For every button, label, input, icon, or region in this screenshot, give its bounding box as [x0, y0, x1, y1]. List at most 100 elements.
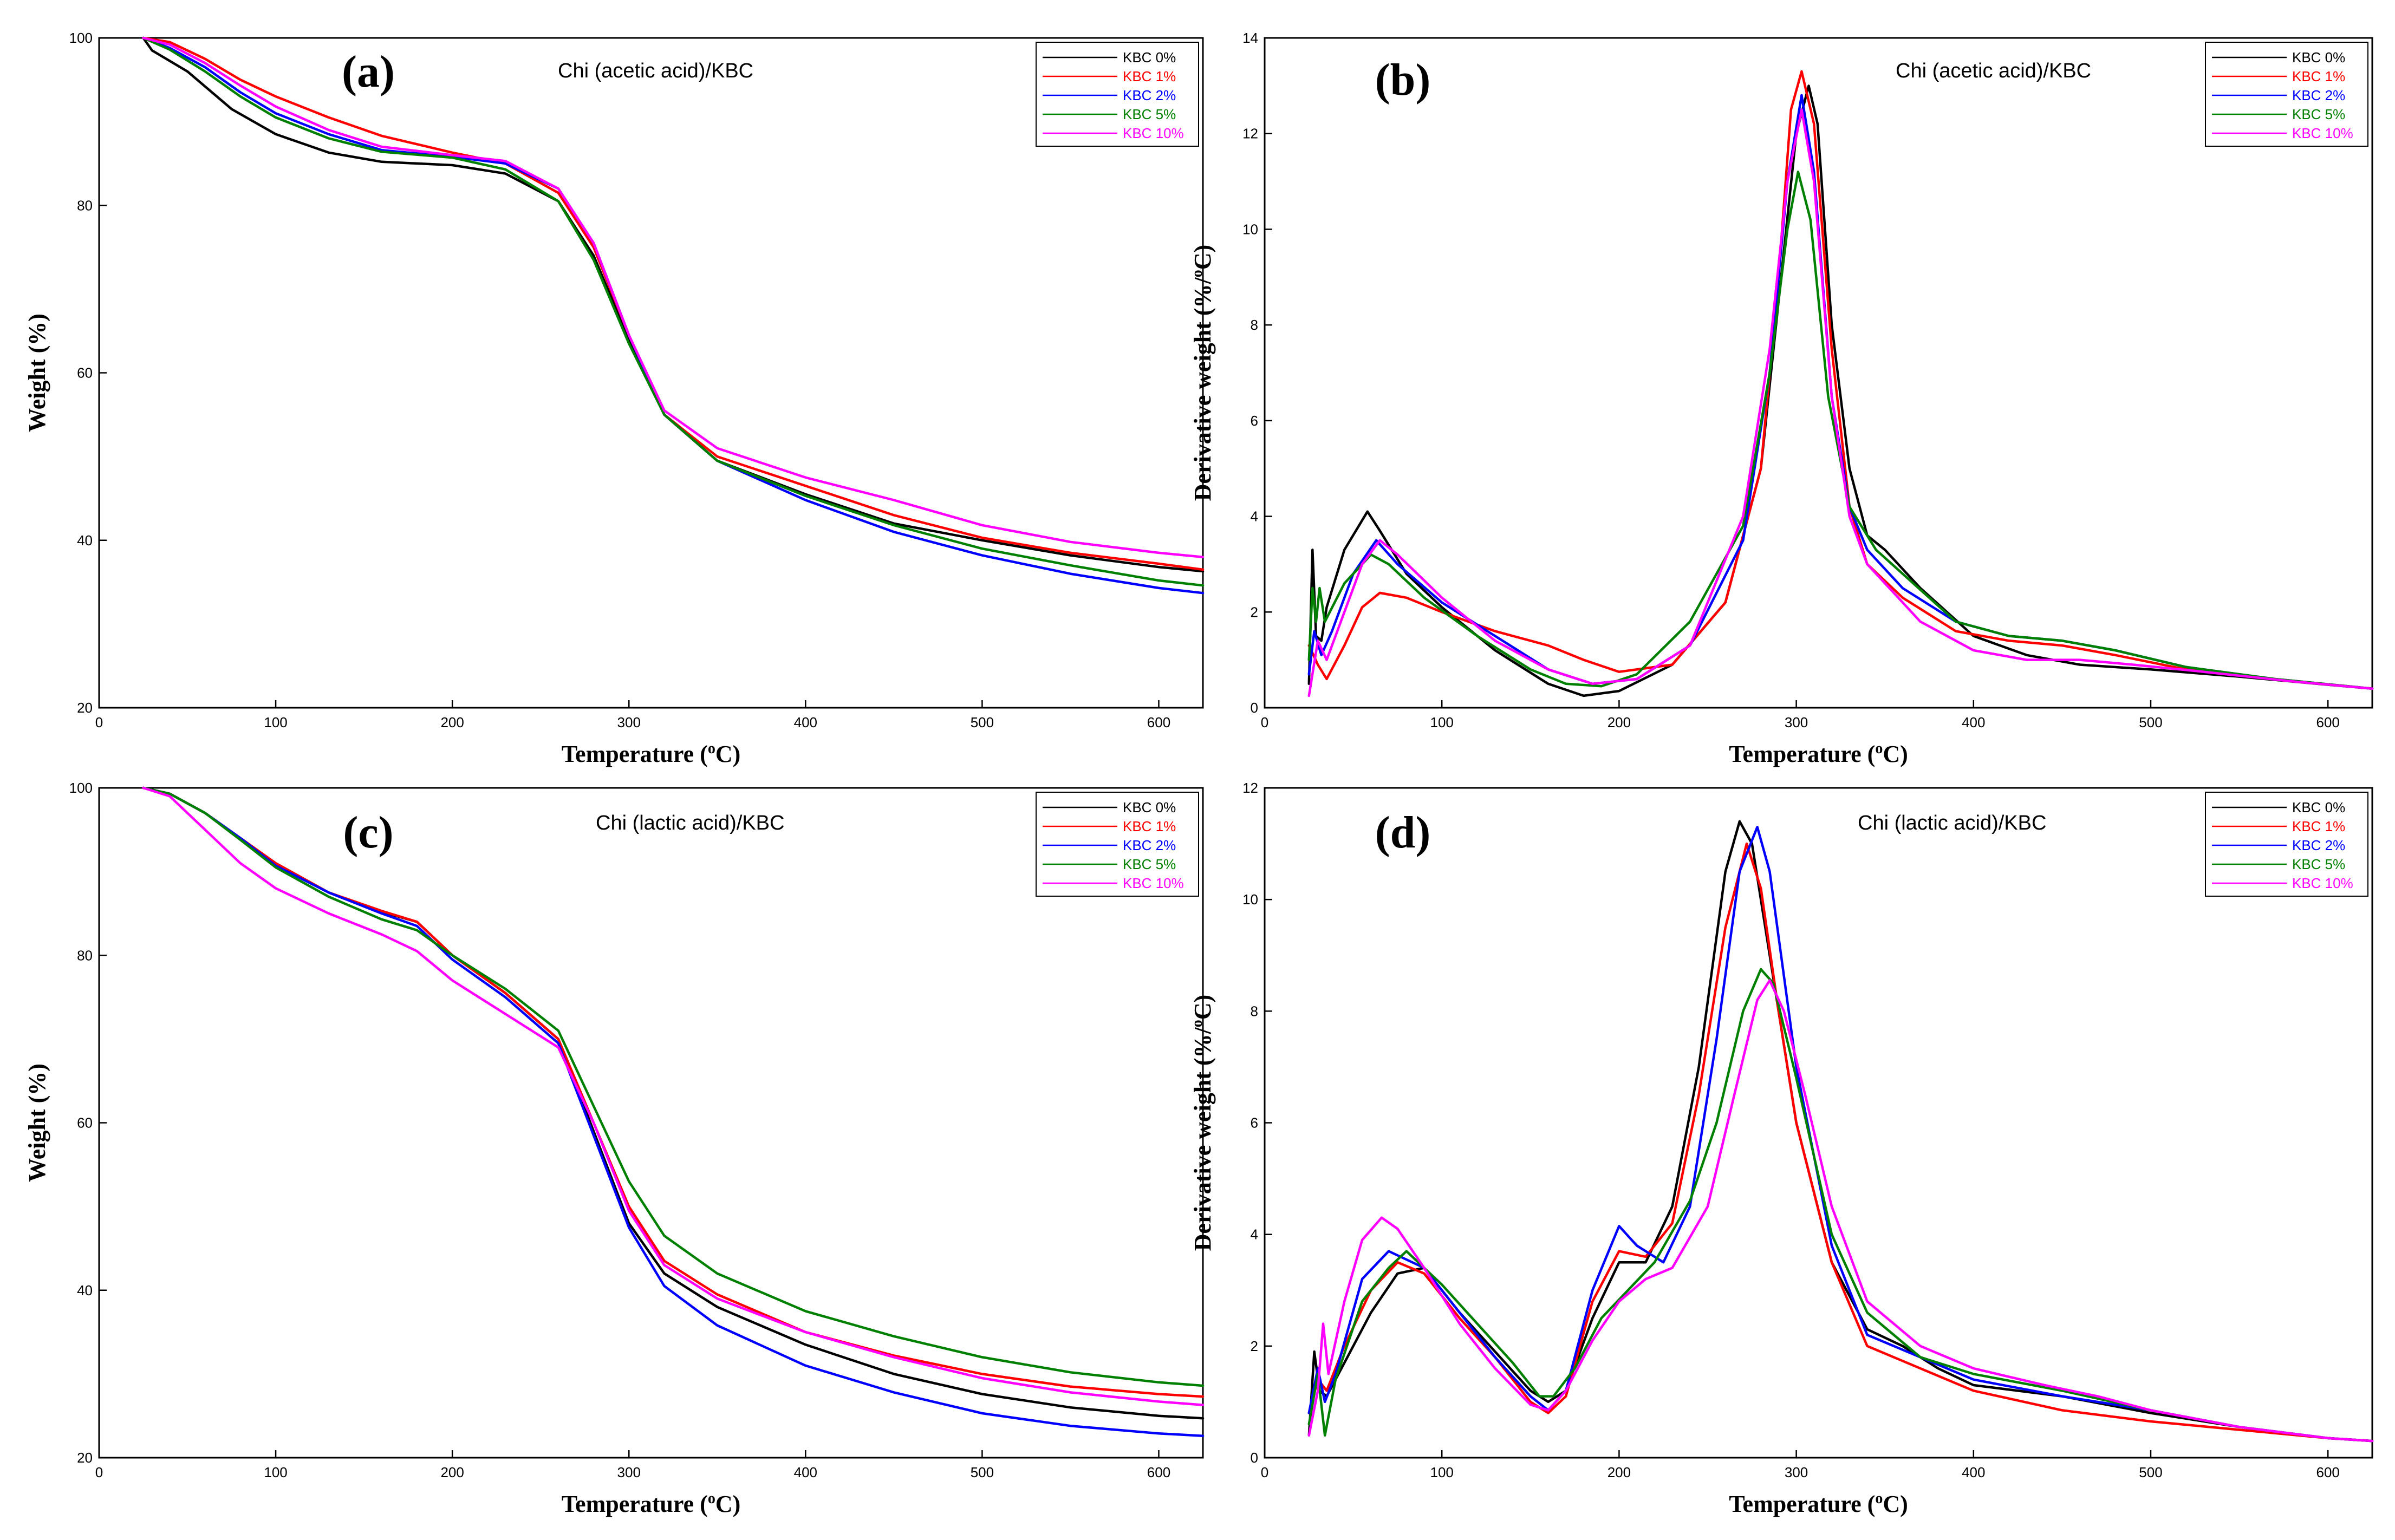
legend-label: KBC 1%: [2292, 68, 2345, 84]
series-line-kbc-0: [1307, 84, 2374, 697]
x-tick-label: 200: [440, 1464, 464, 1480]
series-line-kbc-5: [142, 786, 1205, 1387]
series-line-kbc-5: [142, 36, 1205, 587]
x-axis-title: Temperature (oC): [562, 1490, 741, 1517]
x-tick-label: 400: [794, 1464, 817, 1480]
y-axis-title-main: Weight (%): [24, 1063, 50, 1182]
x-tick-label: 0: [1261, 1464, 1268, 1480]
x-axis-title-degree: o: [708, 740, 715, 757]
x-tick-label: 400: [794, 714, 817, 730]
legend-label: KBC 5%: [1123, 856, 1176, 872]
x-tick-label: 600: [1147, 1464, 1170, 1480]
y-tick-label: 4: [1251, 1226, 1258, 1243]
legend-label: KBC 1%: [1123, 818, 1176, 834]
y-tick-label: 0: [1251, 700, 1258, 716]
y-axis-title: Derivative weight (%/oC): [1189, 995, 1216, 1251]
legend-label: KBC 0%: [1123, 799, 1176, 815]
series-line-kbc-2: [142, 786, 1205, 1438]
y-tick-label: 6: [1251, 1115, 1258, 1131]
series-line-kbc-10: [142, 786, 1205, 1406]
y-tick-label: 100: [69, 30, 93, 46]
x-axis-title-main: Temperature (: [1729, 1491, 1875, 1517]
x-tick-label: 0: [95, 714, 103, 730]
legend-label: KBC 10%: [1123, 875, 1184, 891]
chart-title: Chi (acetic acid)/KBC: [558, 60, 753, 82]
x-axis-title-degree: o: [708, 1490, 715, 1507]
chart-title: Chi (lactic acid)/KBC: [596, 812, 784, 834]
x-tick-label: 200: [440, 714, 464, 730]
legend-label: KBC 5%: [2292, 106, 2345, 122]
x-tick-label: 600: [2316, 714, 2340, 730]
x-tick-label: 300: [1785, 714, 1808, 730]
series-line-kbc-1: [1307, 70, 2374, 690]
legend-box: [2205, 42, 2368, 147]
x-axis-title-main: Temperature (: [562, 741, 708, 767]
x-tick-label: 100: [264, 714, 287, 730]
legend-label: KBC 2%: [2292, 87, 2345, 103]
x-axis-title-unit: C): [715, 1491, 740, 1517]
legend-label: KBC 2%: [1123, 87, 1176, 103]
y-tick-label: 60: [77, 1115, 93, 1131]
y-axis-title-main: Derivative weight (%/: [1189, 1027, 1216, 1251]
series-line-kbc-1: [1307, 842, 2374, 1443]
x-tick-label: 100: [1430, 714, 1454, 730]
y-axis-title-main: Weight (%): [24, 314, 50, 432]
y-tick-label: 20: [77, 700, 93, 716]
legend-label: KBC 10%: [2292, 875, 2353, 891]
y-axis-title: Weight (%): [24, 314, 50, 432]
series-line-kbc-2: [1307, 825, 2374, 1443]
x-tick-label: 300: [617, 714, 641, 730]
y-tick-label: 4: [1251, 508, 1258, 525]
y-tick-label: 80: [77, 947, 93, 963]
y-tick-label: 2: [1251, 1338, 1258, 1354]
legend: KBC 0% KBC 1% KBC 2% KBC 5% KBC 10%: [1036, 792, 1199, 897]
x-tick-label: 100: [264, 1464, 287, 1480]
y-tick-label: 20: [77, 1450, 93, 1466]
y-axis-title-degree: o: [1189, 270, 1206, 277]
panel-a: 0 100 200 300 400 500 600 20 40 60 80 100 (a) Chi (ac…: [24, 30, 1205, 767]
x-axis-title-unit: C): [1883, 741, 1908, 767]
legend-label: KBC 2%: [1123, 837, 1176, 853]
legend-label: KBC 2%: [2292, 837, 2345, 853]
y-tick-label: 12: [1242, 126, 1258, 142]
y-tick-label: 60: [77, 365, 93, 381]
x-axis-title: Temperature (oC): [562, 740, 741, 767]
x-tick-label: 0: [95, 1464, 103, 1480]
y-tick-label: 14: [1242, 30, 1258, 46]
panel-label: (c): [343, 807, 393, 858]
legend: KBC 0% KBC 1% KBC 2% KBC 5% KBC 10%: [2205, 792, 2368, 897]
x-tick-label: 400: [1962, 1464, 1985, 1480]
legend-label: KBC 1%: [2292, 818, 2345, 834]
chart-title: Chi (acetic acid)/KBC: [1896, 60, 2091, 82]
x-tick-label: 0: [1261, 714, 1268, 730]
y-axis-title-unit: C): [1189, 245, 1216, 270]
y-tick-label: 40: [77, 1282, 93, 1298]
y-tick-label: 10: [1242, 221, 1258, 237]
legend-box: [2205, 792, 2368, 897]
x-tick-label: 400: [1962, 714, 1985, 730]
panel-label: (d): [1375, 807, 1431, 858]
chart-title: Chi (lactic acid)/KBC: [1858, 812, 2046, 834]
y-tick-label: 12: [1242, 780, 1258, 796]
y-tick-label: 0: [1251, 1450, 1258, 1466]
legend: KBC 0% KBC 1% KBC 2% KBC 5% KBC 10%: [2205, 42, 2368, 147]
y-tick-label: 80: [77, 197, 93, 213]
x-tick-label: 600: [1147, 714, 1170, 730]
x-axis-title-unit: C): [715, 741, 740, 767]
x-axis-title-degree: o: [1875, 740, 1883, 757]
legend: KBC 0% KBC 1% KBC 2% KBC 5% KBC 10%: [1036, 42, 1199, 147]
panel-d: 0 100 200 300 400 500 600 0 2 4 6 8 10 12 (d) Chi (lact…: [1189, 780, 2374, 1517]
series-line-kbc-10: [1307, 979, 2374, 1443]
y-axis-title: Derivative weight (%/oC): [1189, 245, 1216, 501]
panel-c: 0 100 200 300 400 500 600 20 40 60 80 100 (c) Chi (la…: [24, 780, 1205, 1517]
x-tick-label: 500: [2139, 1464, 2162, 1480]
y-axis-title: Weight (%): [24, 1063, 50, 1182]
x-tick-label: 200: [1607, 714, 1631, 730]
legend-label: KBC 10%: [1123, 125, 1184, 141]
x-axis-title-main: Temperature (: [1729, 741, 1875, 767]
x-tick-label: 300: [1785, 1464, 1808, 1480]
x-axis-title: Temperature (oC): [1729, 740, 1908, 767]
series-line-kbc-0: [1307, 820, 2374, 1443]
y-axis-title-degree: o: [1189, 1020, 1206, 1027]
